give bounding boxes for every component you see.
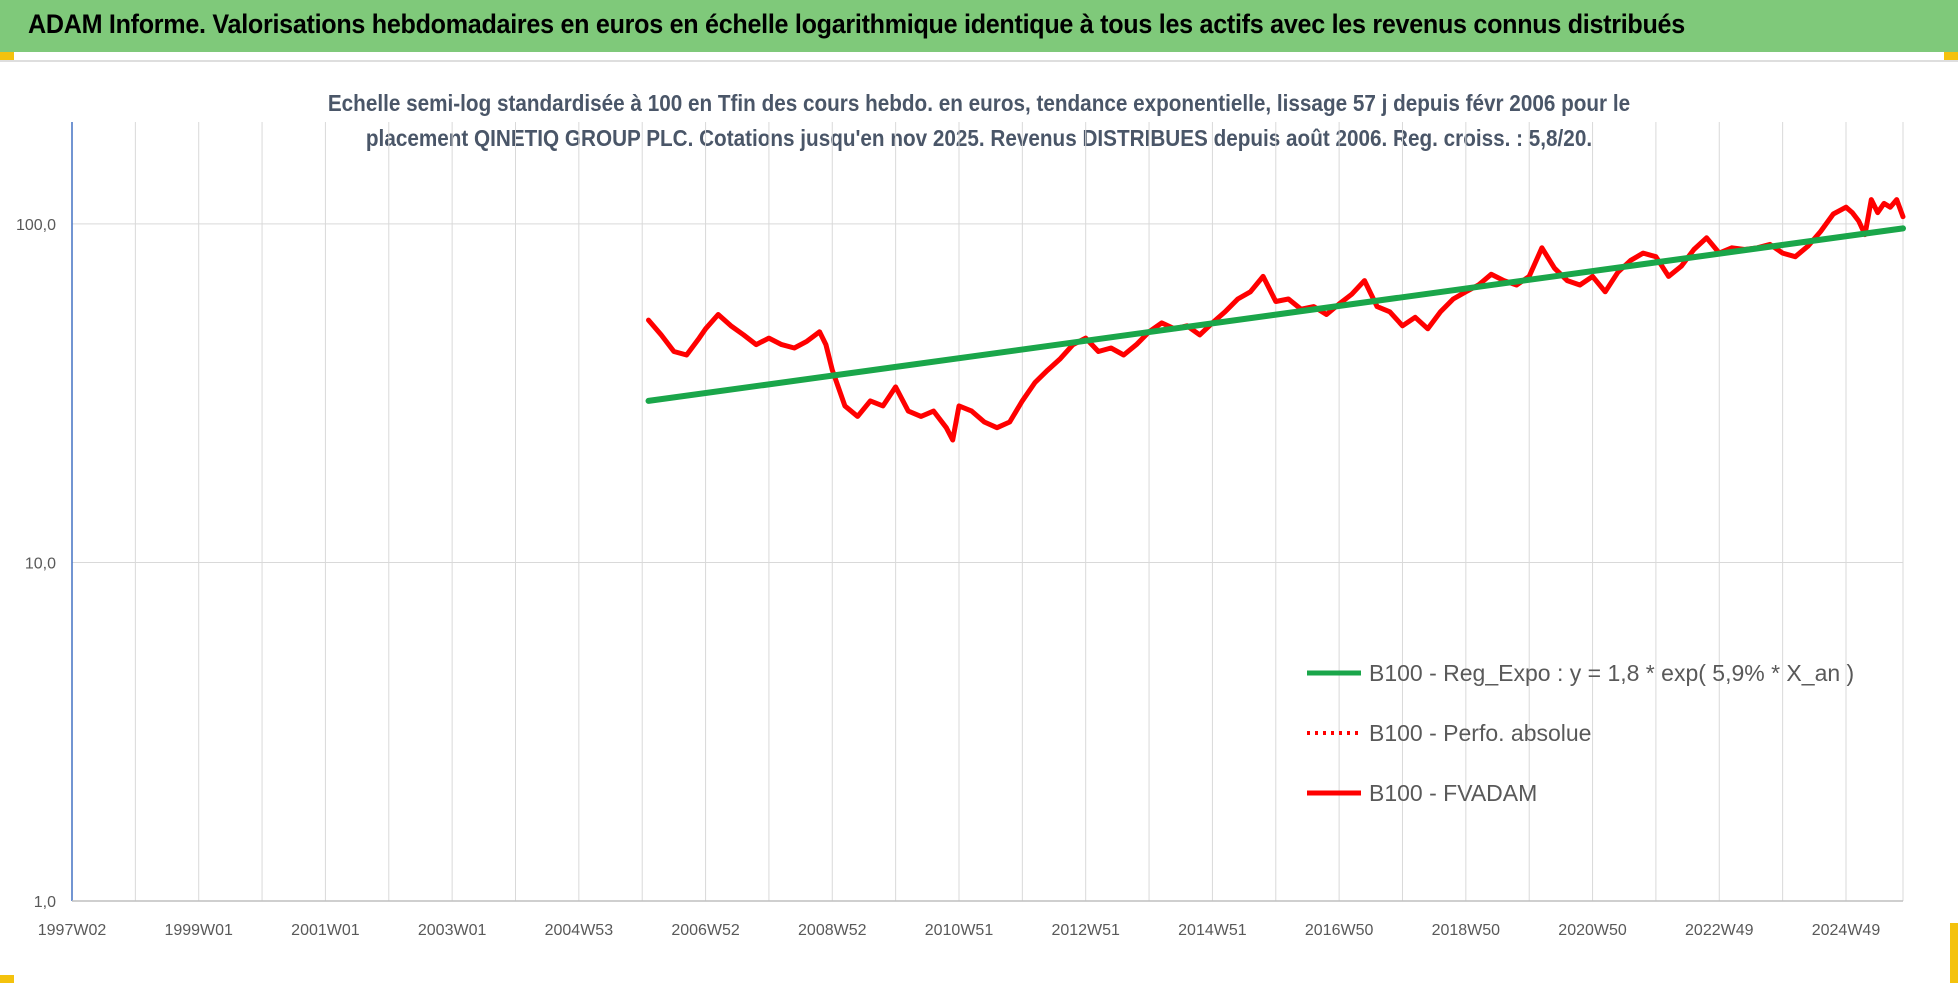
corner-marker-top-left [0,52,14,60]
legend: B100 - Reg_Expo : y = 1,8 * exp( 5,9% * … [1307,660,1854,806]
banner-title: ADAM Informe. Valorisations hebdomadaire… [28,9,1685,39]
x-tick-label: 2018W50 [1432,922,1501,939]
x-tick-label: 2020W50 [1558,922,1627,939]
chart-title-line-1: Echelle semi-log standardisée à 100 en T… [327,90,1631,116]
corner-marker-top-right [1944,52,1958,60]
series-layer [645,197,1906,443]
legend-label-1: B100 - Perfo. absolue [1369,720,1591,746]
x-tick-label: 1999W01 [164,922,233,939]
x-tick-label: 2006W52 [671,922,740,939]
x-tick-label: 2012W51 [1051,922,1120,939]
y-tick-label: 1,0 [34,894,56,911]
x-tick-label: 2008W52 [798,922,867,939]
grid-layer [72,122,1904,901]
x-tick-label: 2016W50 [1305,922,1374,939]
y-tick-label: 100,0 [16,217,56,234]
series-line-0 [645,225,1906,404]
chart-area [0,60,1958,983]
x-tick-label: 2022W49 [1685,922,1754,939]
x-tick-label: 2004W53 [545,922,614,939]
corner-marker-bottom-right [1950,923,1958,983]
x-tick-label: 1997W02 [38,922,107,939]
x-tick-label: 2014W51 [1178,922,1247,939]
x-tick-label: 2010W51 [925,922,994,939]
corner-marker-bottom-left [0,975,14,983]
chart-title-line-2: placement QINETIQ GROUP PLC. Cotations j… [365,125,1593,151]
axis-layer: 1,0 10,0 100,0 1997W02 1999W01 2001W01 2003W01… [16,122,1903,939]
y-tick-label: 10,0 [25,555,56,572]
x-tick-label: 2001W01 [291,922,360,939]
x-tick-label: 2003W01 [418,922,487,939]
title-banner: ADAM Informe. Valorisations hebdomadaire… [0,0,1958,52]
x-tick-label: 2024W49 [1812,922,1881,939]
legend-label-0: B100 - Reg_Expo : y = 1,8 * exp( 5,9% * … [1369,660,1854,686]
legend-label-2: B100 - FVADAM [1369,780,1537,806]
chart-title: Echelle semi-log standardisée à 100 en T… [0,86,1958,156]
